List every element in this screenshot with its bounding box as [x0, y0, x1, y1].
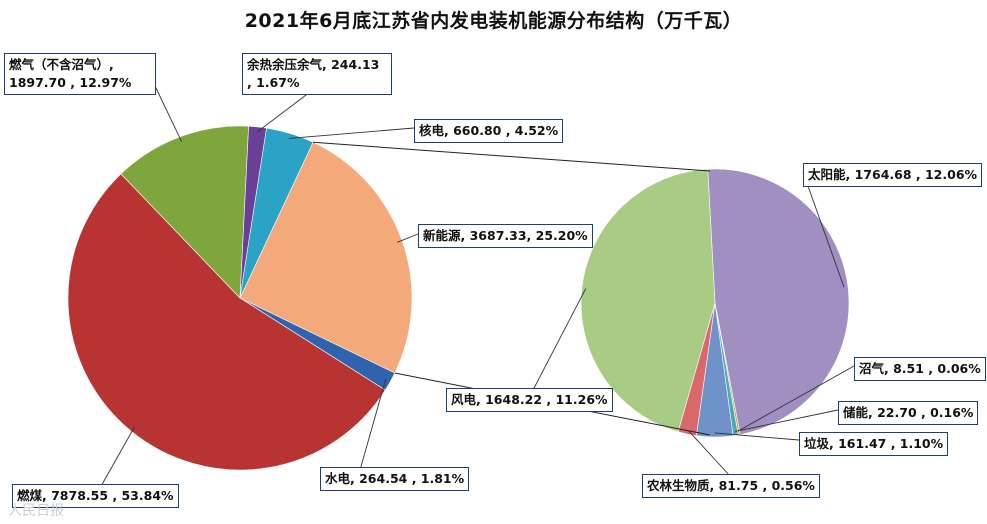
leader-line-sec-4: [687, 429, 731, 477]
label-biomass: 农林生物质, 81.75 , 0.56%: [642, 474, 820, 498]
leader-line-main-2: [99, 426, 135, 489]
leader-line-sec-2: [734, 409, 839, 432]
label-new-energy: 新能源, 3687.33, 25.20%: [418, 224, 593, 248]
leader-line-sec-3: [714, 432, 800, 441]
chart-title: 2021年6月底江苏省内发电装机能源分布结构（万千瓦）: [244, 10, 743, 32]
leader-line-main-5: [288, 127, 415, 139]
connector-line-top: [313, 141, 711, 172]
label-biogas: 沼气, 8.51 , 0.06%: [854, 357, 986, 381]
label-hydro: 水电, 264.54 , 1.81%: [320, 467, 470, 491]
label-coal: 燃煤, 7878.55 , 53.84%: [12, 484, 179, 508]
main-pie-slice-3: [120, 125, 249, 299]
main-pie-slice-2: [67, 173, 386, 471]
leader-line-sec-5: [531, 288, 587, 393]
leader-line-sec-0: [802, 171, 845, 288]
label-garbage: 垃圾, 161.47 , 1.10%: [799, 432, 949, 456]
label-wind: 风电, 1648.22 , 11.26%: [446, 388, 613, 412]
leader-line-main-4: [256, 91, 311, 133]
label-gas: 燃气（不含沼气）, 1897.70 , 12.97%: [4, 53, 156, 95]
label-nuclear: 核电, 660.80 , 4.52%: [414, 119, 564, 143]
leader-line-main-0: [397, 233, 419, 243]
secondary-pie-slice-5: [580, 168, 716, 433]
secondary-pie-slice-0: [707, 168, 850, 435]
main-pie-slice-5: [239, 127, 314, 299]
label-solar: 太阳能, 1764.68 , 12.06%: [803, 163, 983, 187]
leader-line-sec-1: [738, 365, 855, 432]
leader-line-main-1: [359, 379, 387, 471]
leader-line-main-3: [154, 85, 183, 142]
watermark: 人民日报: [8, 503, 64, 519]
label-waste-heat: 余热余压余气, 244.13 , 1.67%: [242, 53, 392, 95]
label-storage: 储能, 22.70 , 0.16%: [838, 401, 979, 425]
